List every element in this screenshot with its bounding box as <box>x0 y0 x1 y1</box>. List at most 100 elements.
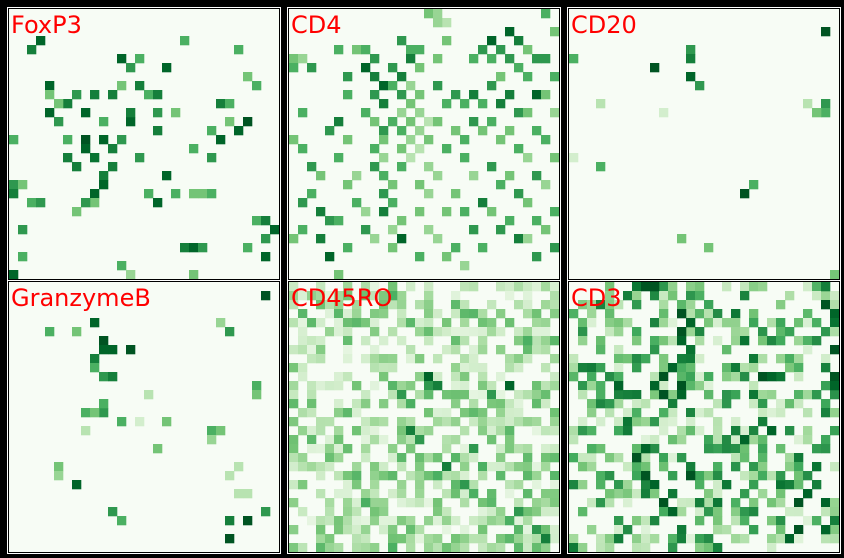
heatmap-cell <box>99 399 109 409</box>
heatmap-cell <box>460 207 470 217</box>
heatmap-cell <box>289 417 299 427</box>
heatmap-cell <box>614 399 624 409</box>
heatmap-cell <box>541 534 551 544</box>
heatmap-cell <box>397 390 407 400</box>
heatmap-cell <box>686 318 696 328</box>
heatmap-cell <box>352 381 362 391</box>
heatmap-cell <box>550 291 559 301</box>
heatmap-cell <box>270 225 279 235</box>
heatmap-cell <box>550 507 559 517</box>
heatmap-cell <box>776 318 786 328</box>
heatmap-cell <box>451 189 461 199</box>
heatmap-cell <box>830 291 839 301</box>
heatmap-cell <box>442 36 452 46</box>
heatmap-cell <box>821 27 831 37</box>
heatmap-cell <box>135 54 145 64</box>
heatmap-cell <box>532 282 542 292</box>
heatmap-cell <box>758 354 768 364</box>
heatmap-cell <box>596 345 606 355</box>
heatmap-cell <box>821 534 831 544</box>
heatmap-cell <box>469 225 479 235</box>
heatmap-cell <box>162 171 172 181</box>
heatmap-cell <box>587 498 597 508</box>
heatmap-cell <box>821 108 831 118</box>
heatmap-cell <box>415 45 425 55</box>
heatmap-cell <box>605 498 615 508</box>
heatmap-cell <box>541 462 551 472</box>
heatmap-cell <box>442 18 452 28</box>
heatmap-cell <box>532 216 542 226</box>
heatmap-cell <box>298 480 308 490</box>
heatmap-cell <box>153 108 163 118</box>
heatmap-cell <box>541 543 551 552</box>
heatmap-cell <box>298 336 308 346</box>
heatmap-cell <box>54 471 64 481</box>
heatmap-cell <box>379 309 389 319</box>
heatmap-cell <box>623 480 633 490</box>
heatmap-cell <box>307 381 317 391</box>
heatmap-cell <box>523 282 533 292</box>
heatmap-cell <box>487 507 497 517</box>
heatmap-cell <box>343 72 353 82</box>
heatmap-cell <box>523 327 533 337</box>
heatmap-cell <box>316 462 326 472</box>
heatmap-cell <box>397 399 407 409</box>
heatmap-cell <box>632 462 642 472</box>
heatmap-cell <box>686 498 696 508</box>
heatmap-cell <box>731 390 741 400</box>
heatmap-cell <box>695 534 705 544</box>
heatmap-cell <box>695 471 705 481</box>
heatmap-cell <box>614 363 624 373</box>
heatmap-cell <box>460 543 470 552</box>
heatmap-cell <box>659 309 669 319</box>
heatmap-cell <box>713 462 723 472</box>
heatmap-cell <box>505 417 515 427</box>
heatmap-cell <box>514 363 524 373</box>
heatmap-cell <box>614 489 624 499</box>
heatmap-cell <box>668 390 678 400</box>
heatmap-cell <box>397 108 407 118</box>
heatmap-cell <box>614 318 624 328</box>
heatmap-cell <box>460 282 470 292</box>
heatmap-cell <box>523 534 533 544</box>
heatmap-cell <box>541 507 551 517</box>
heatmap-cell <box>776 525 786 535</box>
heatmap-cell <box>695 480 705 490</box>
heatmap-cell <box>632 282 642 292</box>
heatmap-cell <box>596 363 606 373</box>
heatmap-cell <box>433 516 443 526</box>
heatmap-cell <box>704 408 714 418</box>
heatmap-cell <box>126 63 136 73</box>
heatmap-cell <box>605 489 615 499</box>
heatmap-cell <box>397 381 407 391</box>
heatmap-cell <box>532 252 542 262</box>
heatmap-cell <box>740 435 750 445</box>
heatmap-cell <box>361 225 371 235</box>
heatmap-cell <box>207 153 217 163</box>
heatmap-cell <box>361 516 371 526</box>
heatmap-cell <box>316 300 326 310</box>
heatmap-cell <box>749 363 759 373</box>
heatmap-cell <box>478 309 488 319</box>
heatmap-cell <box>587 372 597 382</box>
heatmap-cell <box>758 444 768 454</box>
panel-cd3: CD3 <box>567 280 841 554</box>
heatmap-cell <box>352 534 362 544</box>
heatmap-cell <box>352 462 362 472</box>
heatmap-cell <box>758 282 768 292</box>
heatmap-cell <box>749 180 759 190</box>
heatmap-cell <box>614 354 624 364</box>
heatmap-cell <box>803 318 813 328</box>
heatmap-cell <box>361 282 371 292</box>
heatmap-cell <box>614 525 624 535</box>
heatmap-cell <box>433 81 443 91</box>
heatmap-cell <box>289 525 299 535</box>
heatmap-cell <box>424 117 434 127</box>
heatmap-cell <box>379 189 389 199</box>
heatmap-cell <box>406 516 416 526</box>
heatmap-cell <box>460 480 470 490</box>
heatmap-cell <box>713 471 723 481</box>
heatmap-cell <box>469 345 479 355</box>
heatmap-cell <box>740 282 750 292</box>
heatmap-cell <box>343 480 353 490</box>
